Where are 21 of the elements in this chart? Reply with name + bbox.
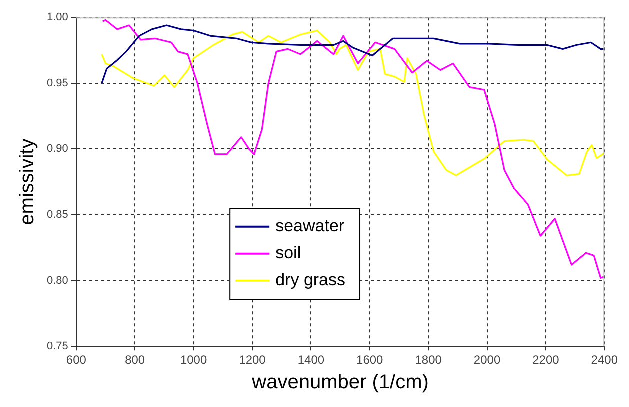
x-tick-label: 1000 — [180, 353, 208, 368]
x-tick-label: 1400 — [298, 353, 325, 368]
x-axis-title: wavenumber (1/cm) — [251, 372, 429, 394]
x-tick-label: 2200 — [532, 353, 560, 368]
y-axis-title: emissivity — [16, 138, 39, 226]
y-tick-label: 0.85 — [46, 209, 68, 222]
x-tick-label: 800 — [125, 353, 146, 368]
x-tick-label: 1200 — [239, 353, 266, 368]
x-tick-label: 600 — [66, 353, 87, 368]
y-tick-label: 0.80 — [46, 274, 68, 287]
x-tick-label: 2400 — [591, 353, 618, 368]
y-tick-label: 0.90 — [46, 143, 68, 156]
y-tick-label: 0.95 — [46, 77, 68, 90]
x-tick-label: 1800 — [415, 353, 442, 368]
legend-label: soil — [276, 244, 302, 263]
legend-label: seawater — [276, 216, 345, 236]
y-tick-label: 0.75 — [46, 340, 68, 353]
x-tick-label: 1600 — [356, 353, 384, 368]
x-tick-label: 2000 — [474, 353, 501, 368]
legend-label: dry grass — [276, 270, 346, 290]
y-tick-label: 1.00 — [46, 12, 68, 24]
